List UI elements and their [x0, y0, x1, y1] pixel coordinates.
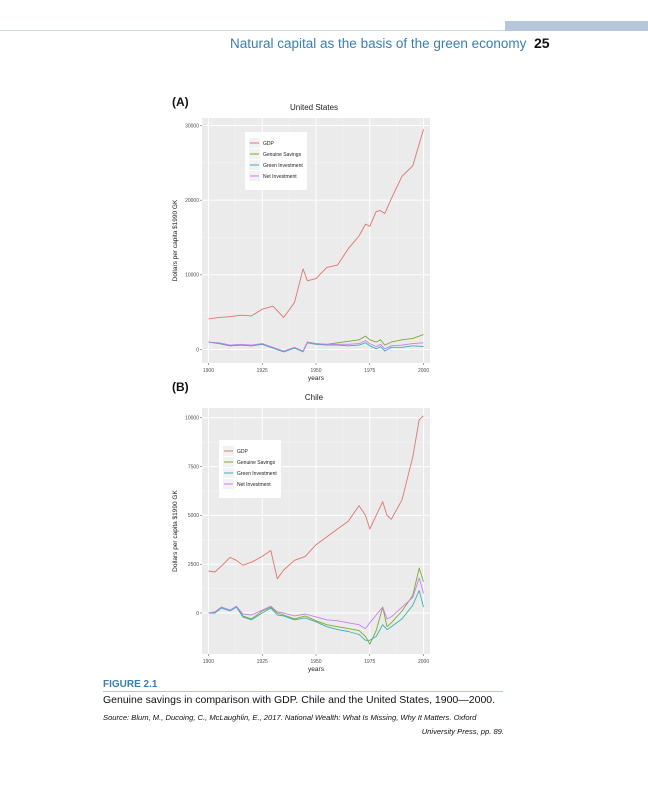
y-tick-label: 0 [196, 611, 199, 617]
legend-label: Genuine Savings [263, 152, 302, 158]
header-accent-band [505, 21, 648, 31]
x-tick-label: 1975 [364, 659, 375, 665]
y-tick-label: 20000 [185, 198, 199, 204]
chart-title-us: United States [289, 103, 339, 112]
figure-label: FIGURE 2.1 [103, 679, 158, 690]
x-axis-label: years [308, 666, 325, 673]
figure-source: Source: Blum, M., Ducoing, C., McLaughli… [103, 711, 504, 739]
x-tick-label: 2000 [418, 659, 429, 665]
series-line-net-investment [208, 577, 424, 630]
x-tick-label: 1950 [310, 368, 321, 374]
source-line-1: Source: Blum, M., Ducoing, C., McLaughli… [103, 713, 477, 722]
chart-chile: 1900 1925 1950 1975 2000 0 2500 5000 7500 10000 ye… [172, 408, 430, 673]
legend-label: Net Investment [263, 174, 297, 180]
source-line-2: University Press, pp. 89. [421, 727, 504, 736]
panel-label-a: (A) [172, 95, 189, 109]
legend-label: GDP [263, 141, 275, 147]
y-tick-label: 10000 [185, 416, 199, 422]
figure-rule [103, 691, 503, 692]
series-line-gdp [208, 415, 424, 580]
x-tick-label: 1925 [257, 659, 268, 665]
series-line-green-investment [208, 341, 424, 353]
series-line-green-investment [208, 590, 424, 641]
page-number: 25 [534, 35, 550, 51]
x-tick-label: 1950 [310, 659, 321, 665]
y-axis-label: Dollars per capita $1990 GK [172, 490, 179, 572]
legend-label: Green Investment [237, 471, 277, 477]
legend: GDP Genuine Savings Green Investment Net In… [245, 132, 307, 190]
x-tick-label: 1925 [257, 368, 268, 374]
y-axis-label: Dollars per capita $1990 GK [172, 199, 179, 281]
y-tick-label: 2500 [188, 562, 199, 568]
legend-label: GDP [237, 449, 249, 455]
legend: GDP Genuine Savings Green Investment Net In… [219, 440, 281, 498]
panel-label-b: (B) [172, 380, 189, 394]
x-tick-label: 2000 [418, 368, 429, 374]
x-tick-label: 1900 [203, 368, 214, 374]
y-tick-label: 0 [196, 347, 199, 353]
y-tick-label: 10000 [185, 273, 199, 279]
x-tick-label: 1975 [364, 368, 375, 374]
legend-label: Net Investment [237, 482, 271, 488]
y-tick-label: 7500 [188, 464, 199, 470]
header-rule [0, 30, 505, 31]
series-line-net-investment [208, 340, 424, 352]
figure-caption: Genuine savings in comparison with GDP. … [103, 694, 496, 706]
y-tick-label: 5000 [188, 513, 199, 519]
y-tick-label: 30000 [185, 123, 199, 129]
legend-label: Genuine Savings [237, 460, 276, 466]
legend-label: Green Investment [263, 163, 303, 169]
chart-title-chile: Chile [304, 393, 324, 402]
x-axis-label: years [308, 375, 325, 382]
running-head: Natural capital as the basis of the gree… [230, 36, 527, 51]
x-tick-label: 1900 [203, 659, 214, 665]
chart-united-states: 1900 1925 1950 1975 20000100002000030000year… [172, 118, 430, 382]
series-line-genuine-savings [208, 567, 424, 645]
series-line-gdp [208, 129, 424, 320]
